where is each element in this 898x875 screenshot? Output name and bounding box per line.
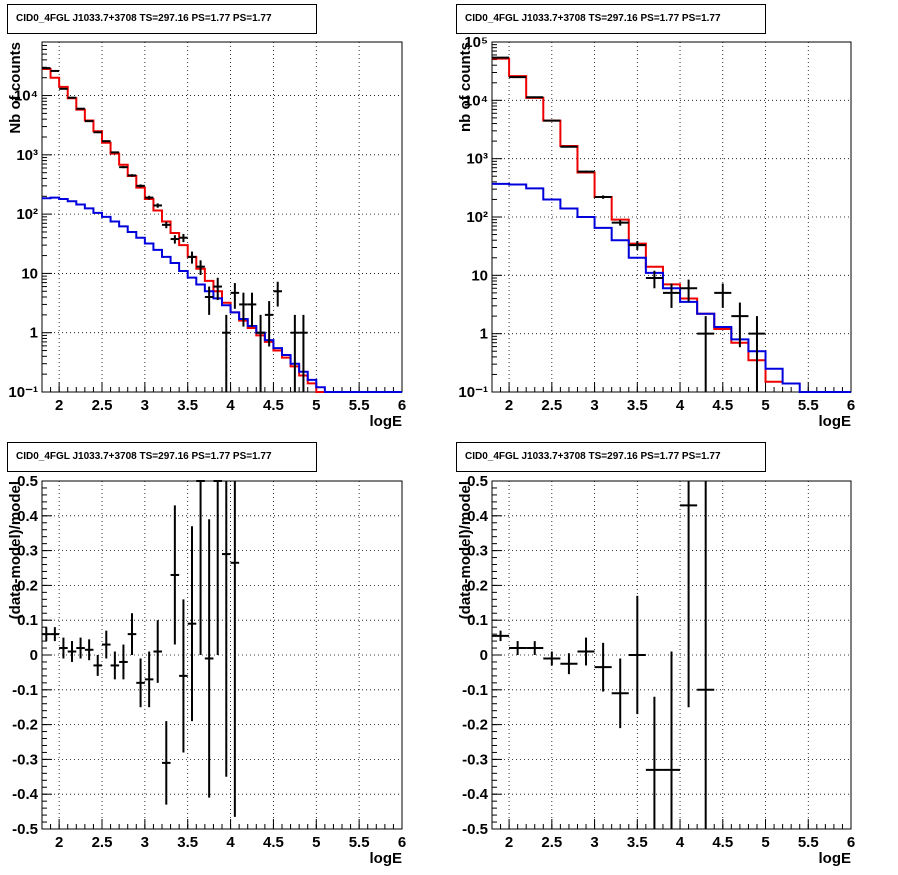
x-tick-label: 5.5 (349, 397, 370, 414)
x-tick-label: 2 (505, 397, 513, 414)
title-panel-1: CID0_4FGL J1033.7+3708 TS=297.16 PS=1.77… (7, 4, 317, 34)
x-tick-label: 3.5 (177, 397, 198, 414)
x-tick-label: 4 (226, 834, 235, 851)
x-tick-label: 4.5 (712, 397, 733, 414)
plot-frame (41, 41, 403, 393)
y-tick-label: -0.4 (12, 786, 39, 803)
x-tick-label: 3 (141, 397, 149, 414)
y-tick-label: 10⁵ (464, 34, 488, 51)
x-tick-label: 6 (847, 397, 855, 414)
model-background-histogram (492, 182, 851, 393)
x-tick-label: 4.5 (263, 397, 284, 414)
x-axis-label: logE (370, 850, 403, 867)
y-tick-label: 0 (30, 647, 38, 664)
y-tick-label: 0.3 (17, 543, 38, 560)
panel-counts-fine: 2 2.5 3 3.5 4 4.5 5 5.5 6 10⁻¹ 1 10 10² 10³ 10⁴ logE Nb … (7, 41, 406, 430)
y-axis-label: (data-model)/model (7, 481, 24, 619)
y-axis-label: nb of counts (457, 42, 474, 132)
panel-residuals-coarse: 2 2.5 3 3.5 4 4.5 5 5.5 6 -0.5 -0.4 -0.3 -0.2 -0.1 0 0.… (457, 473, 855, 867)
model-total-histogram (42, 68, 342, 393)
y-tick-label: 0.1 (17, 612, 38, 629)
title-panel-3: CID0_4FGL J1033.7+3708 TS=297.16 PS=1.77… (7, 442, 317, 472)
x-axis-label: logE (819, 413, 852, 430)
y-tick-label: 10⁴ (14, 88, 38, 105)
model-background-histogram (42, 196, 402, 393)
y-tick-label: 0.2 (17, 577, 38, 594)
x-tick-label: 2 (505, 834, 513, 851)
x-tick-label: 3 (590, 397, 598, 414)
y-tick-label: 0.4 (467, 508, 489, 525)
y-tick-label: 0.5 (17, 473, 38, 490)
x-tick-label: 2 (55, 397, 63, 414)
y-tick-label: 0.1 (467, 612, 488, 629)
title-panel-2: CID0_4FGL J1033.7+3708 TS=297.16 PS=1.77… (456, 4, 766, 34)
x-tick-label: 6 (398, 834, 406, 851)
x-tick-label: 2.5 (92, 834, 113, 851)
x-tick-label: 6 (398, 397, 406, 414)
x-axis-label: logE (370, 413, 403, 430)
x-tick-label: 3 (141, 834, 149, 851)
y-axis-label: (data-model)/model (457, 481, 474, 619)
x-tick-label: 5 (312, 397, 320, 414)
x-tick-label: 2 (55, 834, 63, 851)
y-tick-label: -0.2 (462, 717, 488, 734)
x-tick-label: 3.5 (177, 834, 198, 851)
x-tick-label: 4.5 (263, 834, 284, 851)
y-tick-label: 10² (16, 206, 38, 223)
y-tick-label: -0.2 (12, 717, 38, 734)
y-tick-label: 10⁻¹ (8, 384, 38, 401)
y-tick-label: 0.5 (467, 473, 488, 490)
x-tick-label: 4 (676, 834, 685, 851)
y-tick-label: -0.3 (462, 751, 488, 768)
y-tick-label: 10⁴ (464, 92, 488, 109)
x-tick-label: 6 (847, 834, 855, 851)
x-tick-label: 2.5 (541, 834, 562, 851)
y-tick-label: 0.3 (467, 543, 488, 560)
y-tick-label: -0.1 (462, 682, 488, 699)
y-tick-label: -0.4 (462, 786, 489, 803)
y-tick-label: 1 (30, 325, 38, 342)
title-panel-4: CID0_4FGL J1033.7+3708 TS=297.16 PS=1.77… (456, 442, 766, 472)
y-tick-label: -0.5 (12, 821, 38, 838)
panel-residuals-fine: 2 2.5 3 3.5 4 4.5 5 5.5 6 -0.5 -0.4 -0.3 -0.2 -0.1 0 0.… (7, 473, 406, 867)
x-tick-label: 5 (761, 397, 769, 414)
x-tick-label: 5 (761, 834, 769, 851)
x-tick-label: 3.5 (627, 834, 648, 851)
y-tick-label: 10 (471, 267, 488, 284)
y-tick-label: -0.1 (12, 682, 38, 699)
y-tick-label: 0.4 (17, 508, 39, 525)
x-tick-label: 2.5 (92, 397, 113, 414)
x-tick-label: 4.5 (712, 834, 733, 851)
x-tick-label: 4 (676, 397, 685, 414)
panel-counts-coarse: 2 2.5 3 3.5 4 4.5 5 5.5 6 10⁻¹ 1 10 10² 10³ 10⁴ 10⁵ logE… (457, 34, 855, 430)
y-tick-label: 0 (480, 647, 488, 664)
x-tick-label: 3 (590, 834, 598, 851)
x-axis-label: logE (819, 850, 852, 867)
y-tick-label: 0.2 (467, 577, 488, 594)
y-tick-label: 10³ (16, 147, 38, 164)
plot-frame (491, 41, 852, 393)
x-tick-label: 5.5 (349, 834, 370, 851)
x-tick-label: 3.5 (627, 397, 648, 414)
x-tick-label: 4 (226, 397, 235, 414)
y-tick-label: 10³ (466, 151, 488, 168)
y-tick-label: 10⁻¹ (458, 384, 488, 401)
y-tick-label: 10 (21, 265, 38, 282)
x-tick-label: 5 (312, 834, 320, 851)
x-tick-label: 2.5 (541, 397, 562, 414)
x-tick-label: 5.5 (798, 834, 819, 851)
x-tick-label: 5.5 (798, 397, 819, 414)
y-tick-label: -0.3 (12, 751, 38, 768)
y-axis-label: Nb of counts (7, 42, 24, 134)
y-tick-label: -0.5 (462, 821, 488, 838)
y-tick-label: 1 (480, 326, 488, 343)
y-tick-label: 10² (466, 209, 488, 226)
